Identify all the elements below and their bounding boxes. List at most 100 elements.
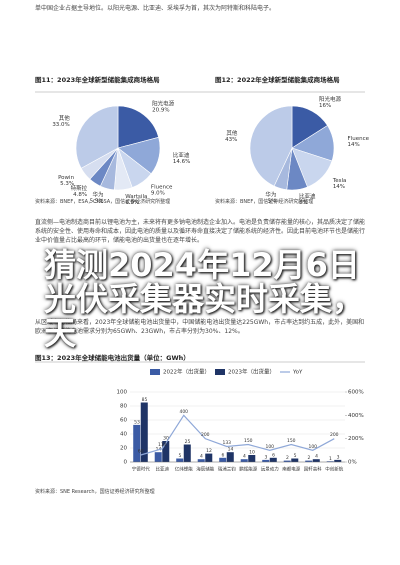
bar [183, 444, 191, 462]
value-label: 5 [179, 453, 182, 459]
bar [262, 459, 270, 462]
bar [240, 459, 248, 462]
value-label: 200 [330, 432, 339, 438]
y-tick-label: 0 [124, 460, 128, 466]
value-label: 133 [222, 440, 231, 446]
slice-value: 4.8% [73, 192, 87, 198]
bar [291, 458, 299, 462]
x-tick-label: 亿纬锂能 [175, 466, 193, 473]
x-tick-label: 鹏辉能源 [239, 466, 257, 473]
value-label: 100 [308, 444, 317, 450]
value-label: 25 [185, 439, 191, 445]
value-label: 3 [337, 454, 340, 460]
value-label: 400 [179, 409, 188, 415]
slice-label: 华为 [265, 190, 276, 198]
slice-value: 14% [348, 142, 360, 148]
slice-label: Tesla [332, 178, 347, 184]
slice-value: 14% [333, 184, 345, 190]
slice-label: Fluence [348, 136, 370, 142]
figure-source: 资料来源：BNEF，ESA，CNESA，国信证券经济研究所整理 [35, 199, 171, 205]
slice-value: 43% [225, 137, 237, 143]
legend-swatch [215, 369, 225, 375]
paragraph: 直流侧—电池制造商目前以锂电池为主，未来将有更多钠电池制造企业加入。电池是负责储… [35, 219, 366, 244]
y-tick-label: 20 [120, 446, 127, 452]
bar [162, 441, 170, 462]
value-label: 3 [265, 454, 268, 460]
bar [197, 459, 205, 462]
slice-value: 5.5% [90, 199, 104, 205]
value-label: 150 [244, 438, 253, 444]
slice-label: 特斯拉 [71, 184, 88, 192]
slice-label: Powin [58, 175, 75, 181]
bar [154, 452, 162, 462]
legend-swatch [150, 369, 160, 375]
value-label: 100 [265, 444, 274, 450]
bar [269, 457, 277, 462]
y-tick-label: 80 [120, 404, 127, 410]
value-label: 12 [206, 448, 212, 454]
slice-label: 华为 [93, 191, 104, 199]
value-label: 6 [222, 452, 225, 458]
y-tick-label: 100 [117, 390, 128, 396]
legend-label: YoY [292, 370, 303, 376]
slice-label: 阳光电源 [319, 95, 342, 103]
value-label: 85 [142, 397, 148, 403]
value-label: 150 [287, 438, 296, 444]
slice-value: 5% [268, 198, 277, 204]
value-label: 60 [138, 449, 144, 455]
bar [226, 452, 234, 462]
slice-value: 14.6% [173, 159, 190, 165]
slice-value: 8% [299, 200, 308, 206]
legend-label: 2022年（出货量） [163, 368, 210, 376]
bar [334, 459, 342, 462]
slice-label: 阳光电源 [152, 99, 175, 107]
x-tick-label: 比亚迪 [156, 466, 170, 473]
bar [176, 458, 184, 462]
value-label: 4 [315, 454, 318, 460]
bar [283, 460, 291, 462]
value-label: 2 [308, 455, 311, 461]
slice-label: Fluence [151, 185, 173, 191]
bar [305, 460, 313, 462]
yoy-line [140, 414, 335, 456]
value-label: 2 [286, 455, 289, 461]
y-tick-label: 40 [120, 432, 127, 438]
x-tick-label: 中创新航 [325, 466, 343, 473]
figure-caption: 图11：2023年全球新型储能集成商场格局 [35, 76, 160, 84]
pie-slice [75, 105, 119, 169]
figure-caption: 图12：2022年全球新型储能集成商场格局 [215, 76, 340, 84]
slice-value: 33.0% [52, 122, 69, 128]
slice-value: 5.3% [60, 181, 74, 187]
slice-value: 16% [319, 103, 331, 109]
bar [140, 402, 148, 462]
value-label: 30 [163, 436, 169, 442]
value-label: 6 [272, 452, 275, 458]
x-tick-label: 宁德时代 [132, 466, 150, 473]
header-text: 单中国企业占据主导地位。以阳光电源、比亚迪、采埃孚为首，其次为阿特斯和科陆电子。 [35, 5, 276, 12]
x-tick-label: 国轩高科 [304, 466, 322, 473]
figure-source: 资料来源：BNEF，国信证券经济研究所整理 [215, 199, 314, 205]
y2-tick-label: 0% [348, 460, 357, 466]
slice-label: 比亚迪 [299, 192, 316, 200]
x-tick-label: 南都电源 [282, 466, 300, 473]
slice-label: Wartsila [125, 194, 147, 200]
pie-slice [117, 105, 159, 149]
y2-tick-label: 400% [348, 413, 364, 419]
overlay-title: 猜测2024年12月6日光伏采集器实时采集，天 [44, 246, 365, 352]
y-tick-label: 60 [120, 418, 127, 424]
value-label: 4 [243, 454, 246, 460]
bar [205, 453, 213, 462]
value-label: 114 [158, 442, 167, 448]
bar [248, 455, 256, 462]
y2-tick-label: 600% [348, 390, 364, 396]
slice-label: 其他 [226, 129, 238, 137]
value-label: 4 [200, 454, 203, 460]
y2-tick-label: 200% [348, 436, 364, 442]
figure-caption: 图13：2023年全球储能电池出货量（单位：GWh） [35, 354, 190, 362]
bar [312, 459, 320, 462]
slice-value: 20.9% [152, 107, 169, 113]
value-label: 53 [134, 419, 140, 425]
value-label: 200 [201, 432, 210, 438]
